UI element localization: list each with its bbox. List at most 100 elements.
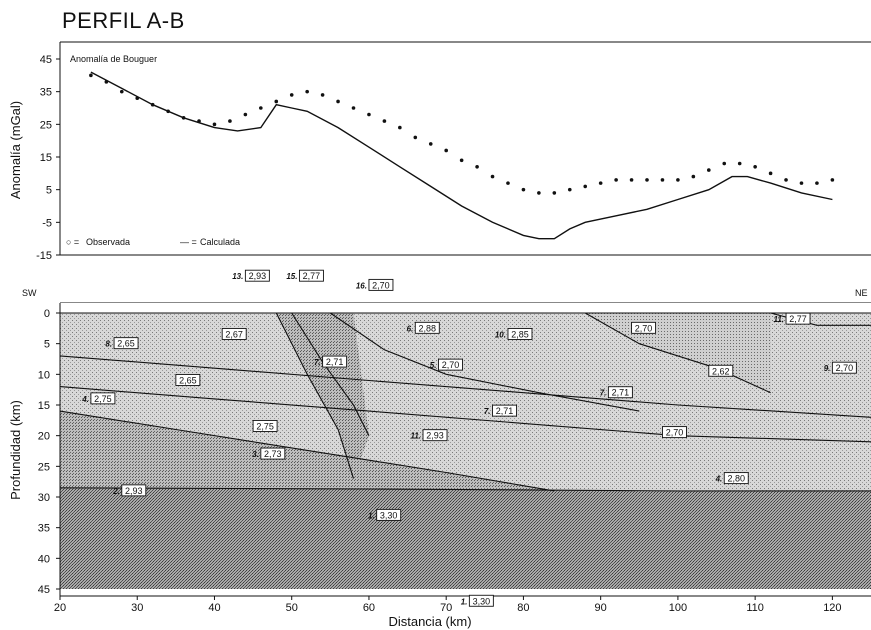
gravity-panel: Anomalía de Bouguer 45 35 25 15 5 -5 -15 Anoma… [8,41,871,262]
observed-point [367,112,371,117]
density-value: 2,70 [635,323,653,333]
gravity-y-tick-label: 25 [40,119,52,131]
observed-point [382,119,387,123]
sw-label: SW [22,288,37,298]
body-number: 11. [774,315,785,324]
observed-point [398,125,402,130]
body-label: 9. 2,70 [824,361,857,374]
density-value: 2,75 [256,421,274,431]
depth-tick-label: 15 [38,400,50,412]
density-box [422,429,448,442]
density-value: 2,70 [372,280,390,290]
density-box [90,392,116,405]
body-number: 6. [407,324,414,333]
density-box [831,361,857,374]
observed-point [259,106,263,110]
body-label: 2,75 [252,420,278,432]
density-value: 2,70 [836,363,854,373]
gravity-y-axis-label: Anomalía (mGal) [8,101,23,199]
observed-point [351,106,356,110]
density-value: 3,30 [473,596,491,606]
observed-point [274,99,279,104]
distance-tick-label: 100 [669,602,687,614]
depth-tick-label: 30 [38,492,50,504]
body-number: 4. [715,475,723,484]
body-number: 1. [461,597,468,606]
section-panel: SW NE 0 5 10 15 20 25 30 35 40 45 20 30 40 50 60 70 80 9… [8,269,871,629]
body-label: 6. 2,88 [407,321,440,334]
section-boundaries [59,312,871,492]
density-box [468,594,494,607]
depth-y-ticks: 0 5 10 15 20 25 30 35 40 45 [38,308,60,596]
density-value: 2,70 [666,428,684,438]
observed-point [815,181,819,185]
distance-tick-label: 120 [823,602,841,614]
body-label: 2,65 [175,374,201,386]
layer-boundary [59,410,555,492]
depth-tick-label: 35 [38,523,50,535]
density-box [723,472,749,485]
body-number: 8. [105,340,112,349]
body-number: 11. [410,432,421,441]
observed-point [753,165,757,169]
distance-tick-label: 60 [363,602,375,614]
distance-x-ticks: 20 30 40 50 60 70 80 90 100 110 120 [54,596,842,614]
body-number: 9. [824,364,831,373]
legend-observed-label: Observada [86,237,130,247]
central-body [276,313,369,479]
body-label: 13. 2,93 [232,269,270,282]
body-label: 2,70 [662,426,687,439]
density-value: 2,85 [511,329,529,339]
distance-tick-label: 80 [517,602,529,614]
body-label: 11. 2,77 [774,312,811,325]
observed-point [737,161,742,166]
body-number: 13. [232,272,243,281]
density-box [252,420,278,432]
body-labels: 8. 2,65 2,67 2,65 4. 2,75 2,75 3. 2,73 2. 2,93 13. 2… [81,269,857,607]
observed-point [799,181,804,185]
distance-tick-label: 30 [131,602,143,614]
body-number: 5. [430,361,437,370]
observed-point [784,178,788,182]
density-value: 2,75 [94,394,112,404]
body-label: 2,70 [631,321,657,334]
observed-point [444,148,448,153]
body-label: 3. 2,73 [252,447,286,460]
observed-point [707,168,711,172]
body-label: 16. 2,70 [356,278,394,291]
density-box [492,404,517,417]
body-label: 4. 2,75 [81,392,116,405]
observed-point [243,112,248,117]
density-box [260,447,286,460]
distance-tick-label: 40 [208,602,220,614]
body-number: 4. [81,395,89,404]
body-label: 15. 2,77 [286,269,324,282]
legend-observed-symbol: ○ = [66,237,79,247]
density-box [113,337,139,350]
density-box [175,374,201,386]
density-value: 2,93 [426,431,444,441]
observed-point [305,89,309,94]
density-value: 2,67 [225,329,243,339]
body-number: 3. [252,450,259,459]
density-value: 2,70 [442,360,460,370]
depth-tick-label: 10 [38,369,50,381]
gravity-y-tick-label: 15 [40,152,52,164]
page-title: PERFIL A-B [62,8,185,33]
body-number: 1. [368,511,375,520]
observed-point [428,142,433,146]
observed-point [336,99,340,104]
gravity-series [89,71,835,240]
observed-point [212,122,217,127]
observed-point [475,165,479,169]
observed-point [459,158,464,163]
depth-tick-label: 40 [38,553,50,565]
observed-point [119,89,124,94]
distance-tick-label: 110 [746,602,764,614]
body-label: 7. 2,71 [600,386,633,399]
density-box [662,426,687,439]
observed-point [567,187,572,192]
observed-point [490,174,495,179]
distance-tick-label: 70 [440,602,452,614]
ne-label: NE [855,288,868,298]
